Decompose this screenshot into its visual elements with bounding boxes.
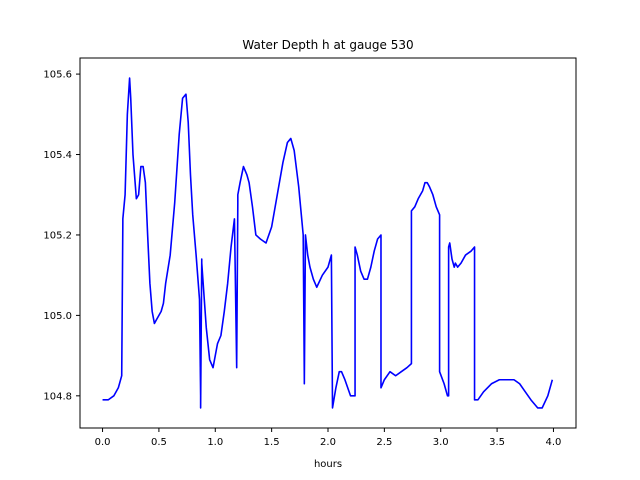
chart-title: Water Depth h at gauge 530 bbox=[242, 38, 413, 52]
x-tick-label: 1.5 bbox=[264, 437, 280, 448]
y-tick-label: 104.8 bbox=[43, 391, 72, 402]
x-tick-label: 4.0 bbox=[546, 437, 562, 448]
series-0 bbox=[102, 77, 554, 409]
series-layer bbox=[102, 77, 554, 409]
x-tick-label: 3.0 bbox=[433, 437, 449, 448]
y-tick-label: 105.6 bbox=[43, 70, 72, 81]
x-tick-label: 2.0 bbox=[320, 437, 336, 448]
y-tick-label: 105.0 bbox=[43, 311, 72, 322]
x-tick-label: 2.5 bbox=[376, 437, 392, 448]
x-axis-ticks: 0.0 0.5 1.0 1.5 2.0 2.5 3.0 3.5 4.0 bbox=[95, 428, 562, 448]
x-tick-label: 0.0 bbox=[95, 437, 111, 448]
x-tick-label: 0.5 bbox=[151, 437, 167, 448]
y-axis-ticks: 104.8 105.0 105.2 105.4 105.6 bbox=[43, 70, 80, 402]
y-tick-label: 105.2 bbox=[43, 230, 72, 241]
series-line bbox=[102, 77, 554, 409]
y-tick-label: 105.4 bbox=[43, 150, 72, 161]
x-tick-label: 3.5 bbox=[489, 437, 505, 448]
plot-area bbox=[80, 58, 576, 428]
x-axis-label: hours bbox=[314, 459, 342, 470]
x-tick-label: 1.0 bbox=[207, 437, 223, 448]
